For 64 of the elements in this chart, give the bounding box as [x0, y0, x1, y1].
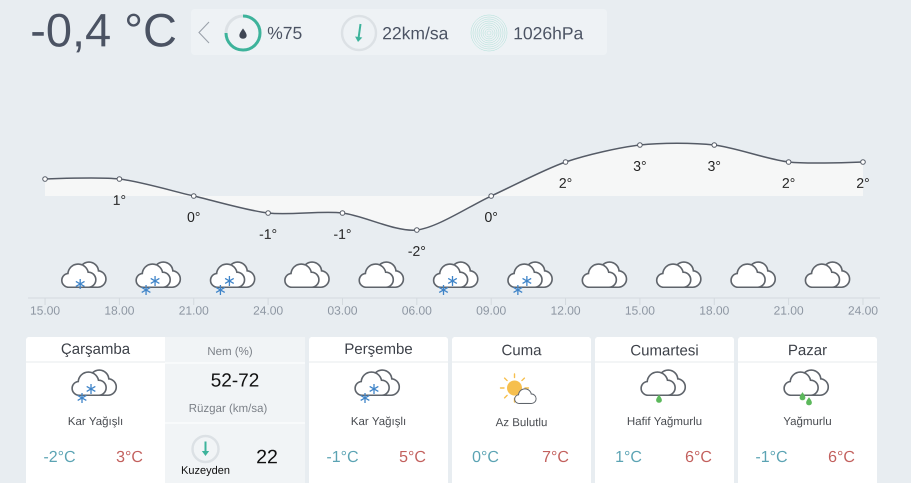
- x-tick-label: 24.00: [848, 306, 878, 315]
- point: [42, 176, 48, 182]
- text: Perşembe: [346, 342, 412, 358]
- point: [265, 210, 271, 216]
- point: [414, 227, 420, 233]
- text: Rüzgar (km/sa): [190, 404, 267, 414]
- point: [340, 210, 346, 216]
- text: Çarşamba: [62, 342, 130, 358]
- text: Az Bulutlu: [496, 418, 547, 426]
- text: Nem (%): [208, 346, 252, 358]
- text: 1°C: [616, 450, 642, 462]
- text: -0,4 °C: [32, 14, 176, 52]
- text: -1°C: [327, 450, 358, 462]
- data-label: 0°: [188, 212, 200, 222]
- x-tick-label: 06.00: [402, 306, 432, 315]
- text: Cumartesi: [631, 344, 698, 356]
- text: 22km/sa: [383, 26, 448, 40]
- data-label: 2°: [560, 178, 572, 188]
- text: 6°C: [828, 450, 854, 462]
- point: [637, 142, 643, 148]
- x-tick-label: 12.00: [551, 306, 580, 315]
- text: 1026hPa: [514, 26, 584, 40]
- text: 7°C: [542, 450, 568, 462]
- text: Kuzeyden: [182, 466, 230, 476]
- data-label: 2°: [782, 178, 794, 188]
- text: Kar Yağışlı: [68, 416, 122, 428]
- data-label: 3°: [634, 161, 646, 171]
- text: 22: [257, 450, 277, 464]
- text: Pazar: [789, 344, 827, 356]
- data-label: -1°: [260, 229, 276, 239]
- x-tick-label: 03.00: [328, 306, 358, 315]
- x-tick-label: 15.00: [30, 306, 60, 315]
- point: [488, 193, 494, 199]
- x-tick-label: 21.00: [179, 306, 208, 315]
- point: [786, 159, 792, 165]
- point: [562, 159, 568, 165]
- text: -1°C: [756, 450, 787, 462]
- data-label: 2°: [856, 178, 869, 188]
- text: -2°C: [44, 450, 75, 462]
- point: [860, 159, 866, 165]
- data-label: -1°: [334, 229, 351, 239]
- x-tick-label: 09.00: [476, 306, 506, 315]
- point: [711, 142, 718, 148]
- text: Cuma: [502, 344, 542, 356]
- data-label: -2°: [408, 246, 426, 256]
- text: 5°C: [400, 450, 426, 462]
- text: 0°C: [472, 450, 498, 462]
- text: 6°C: [686, 450, 712, 462]
- text: 3°C: [116, 450, 142, 462]
- x-tick-label: 21.00: [774, 306, 804, 315]
- text: Kar Yağışlı: [352, 416, 406, 428]
- text: Hafif Yağmurlu: [628, 416, 702, 428]
- x-tick-label: 15.00: [626, 306, 654, 315]
- text: 52-72: [211, 373, 258, 387]
- x-tick-label: 24.00: [254, 306, 283, 315]
- data-label: 1°: [114, 195, 126, 205]
- text: Yağmurlu: [784, 416, 831, 428]
- data-label: 0°: [485, 212, 498, 222]
- data-label: 3°: [708, 161, 720, 171]
- x-tick-label: 18.00: [105, 306, 134, 315]
- point: [190, 193, 197, 199]
- text: %75: [268, 26, 302, 40]
- point: [116, 176, 122, 182]
- x-tick-label: 18.00: [700, 306, 729, 315]
